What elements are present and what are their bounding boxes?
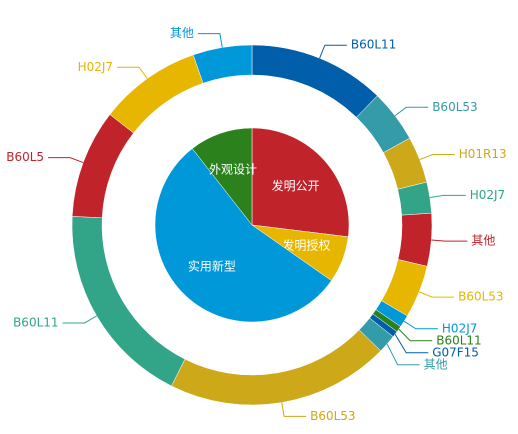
leader-line bbox=[48, 157, 84, 164]
slice-label: 外观设计 bbox=[209, 162, 257, 176]
leader-line bbox=[418, 291, 455, 298]
slice-label: 其他 bbox=[170, 26, 194, 40]
slice-label: B60L53 bbox=[458, 290, 503, 304]
pie-slice bbox=[171, 329, 382, 406]
pie-slice bbox=[191, 127, 253, 226]
leader-line bbox=[62, 315, 97, 324]
leader-line bbox=[319, 44, 347, 59]
slice-label: 其他 bbox=[424, 357, 448, 371]
slice-label: H02J7 bbox=[442, 321, 477, 335]
slice-label: G07F15 bbox=[432, 345, 479, 359]
leader-line bbox=[429, 194, 466, 199]
leader-line bbox=[394, 106, 429, 117]
pie-slice bbox=[251, 127, 350, 238]
slice-label: 发明公开 bbox=[272, 178, 320, 193]
leader-line bbox=[419, 154, 455, 161]
pie-slice bbox=[109, 54, 204, 134]
pie-slice bbox=[397, 212, 433, 267]
pie-slice bbox=[251, 44, 378, 118]
pie-slice bbox=[154, 148, 332, 323]
pie-slice bbox=[192, 44, 253, 84]
slice-label: B60L5 bbox=[6, 150, 44, 164]
slice-label: B60L11 bbox=[351, 38, 396, 52]
slice-label: B60L11 bbox=[13, 315, 58, 329]
leader-line bbox=[197, 33, 223, 48]
slice-label: H02J7 bbox=[78, 60, 113, 74]
leader-line bbox=[386, 343, 420, 366]
pie-slice bbox=[71, 114, 134, 219]
leader-line bbox=[281, 402, 307, 417]
slice-label: 其他 bbox=[471, 234, 495, 248]
slice-label: B60L11 bbox=[436, 333, 481, 347]
leader-line bbox=[394, 333, 429, 354]
leader-line bbox=[398, 328, 433, 342]
leader-line bbox=[403, 320, 438, 330]
slice-label: B60L53 bbox=[432, 100, 477, 114]
leader-line bbox=[117, 66, 148, 79]
slice-label: 实用新型 bbox=[188, 259, 236, 274]
slice-label: H01R13 bbox=[459, 147, 507, 161]
slice-label: H02J7 bbox=[470, 188, 505, 202]
slice-label: B60L53 bbox=[310, 409, 355, 423]
slice-label: 发明授权 bbox=[282, 237, 330, 252]
leader-line bbox=[431, 239, 468, 242]
